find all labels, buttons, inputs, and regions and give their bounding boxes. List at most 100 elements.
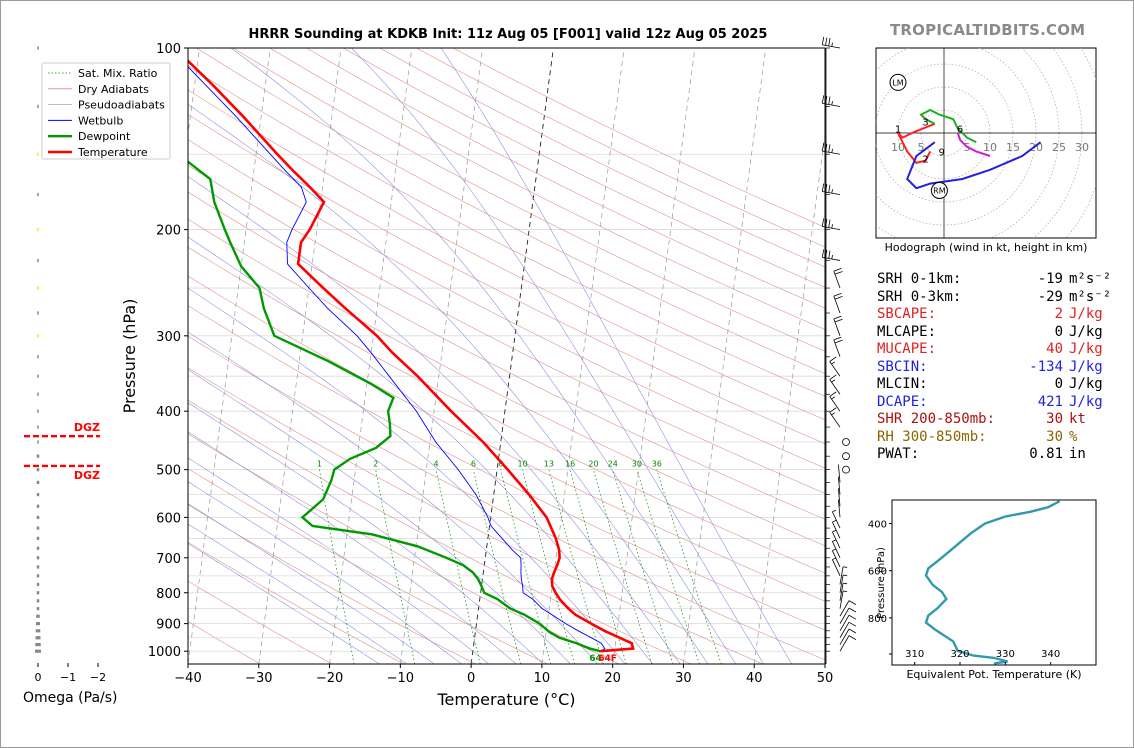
dry-adiabat (188, 114, 825, 444)
wind-barb (839, 590, 848, 609)
temperature-profile (188, 59, 635, 653)
pseudoadiabat (188, 104, 709, 664)
barb-half-flag (831, 224, 833, 229)
isotherm (753, 131, 825, 664)
x-tick-label: 20 (604, 671, 621, 686)
wind-barb (829, 356, 841, 377)
hodo-ring-label: 15 (1006, 141, 1020, 154)
wind-barb (832, 520, 841, 539)
barb-half-flag (831, 148, 833, 153)
storm-motion-marker (889, 73, 907, 91)
index-row: SBCIN: -134 J/kg (877, 359, 1111, 377)
storm-motion-label: RM (933, 187, 946, 196)
barb-shaft (838, 499, 841, 518)
pseudoadiabat (188, 481, 462, 664)
index-row: SRH 0-3km: -29 m²s⁻² (877, 289, 1111, 307)
isotherm (188, 48, 271, 664)
barb-shaft (822, 226, 841, 230)
skewt-background-lines: 1 2 4 6 8 10 13 16 20 24 30 36 (188, 48, 825, 664)
wind-barb (833, 267, 843, 289)
mixing-ratio-line (435, 469, 481, 664)
omega-tick-label: 0 (35, 671, 42, 684)
index-value: 421 (1037, 393, 1063, 410)
wind-barb (839, 600, 857, 617)
wind-barb (832, 548, 841, 568)
barb-flag (834, 318, 843, 323)
barb-flag (833, 336, 842, 341)
barb-flag (825, 37, 828, 46)
pseudoadiabat (188, 503, 435, 664)
barb-shaft (822, 256, 841, 261)
mixing-ratio-line (473, 469, 522, 664)
y-tick-label: 600 (156, 511, 181, 526)
barb-flag (834, 296, 843, 300)
legend-label: Dewpoint (78, 130, 131, 143)
index-label: SBCIN: (877, 358, 928, 375)
barb-half-flag (832, 509, 837, 513)
x-tick-label: −40 (174, 671, 201, 686)
x-tick-label: 40 (746, 671, 763, 686)
barb-shaft (832, 531, 841, 549)
pseudoadiabat (188, 431, 517, 664)
dry-adiabat (188, 275, 825, 602)
wind-barb (839, 607, 857, 624)
mixing-ratio-label: 2 (373, 460, 378, 469)
wind-barb (832, 557, 841, 577)
isotherm (329, 48, 413, 664)
y-tick-label: 1000 (148, 645, 181, 660)
index-label: MUCAPE: (877, 341, 937, 357)
mixing-ratio-label: 1 (317, 460, 322, 469)
barb-shaft (822, 44, 841, 49)
theta-e-x-tick-label: 340 (1041, 649, 1060, 660)
index-label: SBCAPE: (877, 306, 937, 322)
barb-half-flag (831, 189, 833, 194)
barb-shaft (839, 600, 850, 617)
index-unit: J/kg (1069, 358, 1103, 375)
wind-barb (821, 183, 841, 195)
pseudoadiabat (188, 523, 407, 664)
dry-adiabat (188, 305, 825, 631)
barb-flag (828, 219, 831, 228)
barb-half-flag (831, 42, 833, 47)
wind-barbs (821, 36, 857, 664)
index-label: SRH 0-3km: (877, 288, 962, 305)
wind-barb (833, 315, 843, 336)
mixing-ratio-line (612, 469, 674, 664)
barb-flag (833, 267, 842, 272)
index-unit: % (1069, 428, 1078, 445)
surface-dewpoint-label: 64 (589, 654, 602, 664)
dry-adiabat (269, 48, 825, 330)
barb-half-flag (832, 557, 837, 560)
mixing-ratio-line (656, 469, 722, 664)
y-tick-label: 100 (156, 42, 181, 57)
barb-flag (825, 184, 828, 193)
wind-barb (842, 438, 850, 446)
legend-box (41, 62, 171, 160)
brand-watermark: TROPICALTIDBITS.COM (890, 21, 1086, 39)
barb-half-flag (831, 100, 833, 106)
dry-adiabat (188, 367, 763, 664)
mixing-ratio-label: 10 (518, 460, 528, 469)
wind-barb (833, 336, 843, 357)
barb-flag (828, 184, 831, 193)
barb-flag (821, 143, 825, 152)
omega-tick-label: −1 (60, 671, 76, 684)
dry-adiabat (188, 541, 405, 664)
barb-flag (829, 391, 837, 397)
index-label: PWAT: (877, 446, 920, 462)
wind-barb (832, 539, 841, 558)
hodo-height-label: 2 (922, 154, 928, 165)
wind-barb (832, 509, 841, 529)
theta-e-y-tick-label: 800 (868, 614, 887, 625)
x-tick-label: 50 (817, 671, 834, 686)
hodo-trace (897, 122, 936, 165)
mixing-ratio-label: 8 (498, 460, 503, 469)
theta-e-xlabel: Equivalent Pot. Temperature (K) (906, 668, 1082, 681)
index-value: -134 (1029, 358, 1063, 375)
barb-shaft (832, 521, 841, 539)
y-tick-label: 300 (156, 330, 181, 345)
barb-flag (821, 218, 825, 227)
barb-shaft (832, 541, 841, 558)
